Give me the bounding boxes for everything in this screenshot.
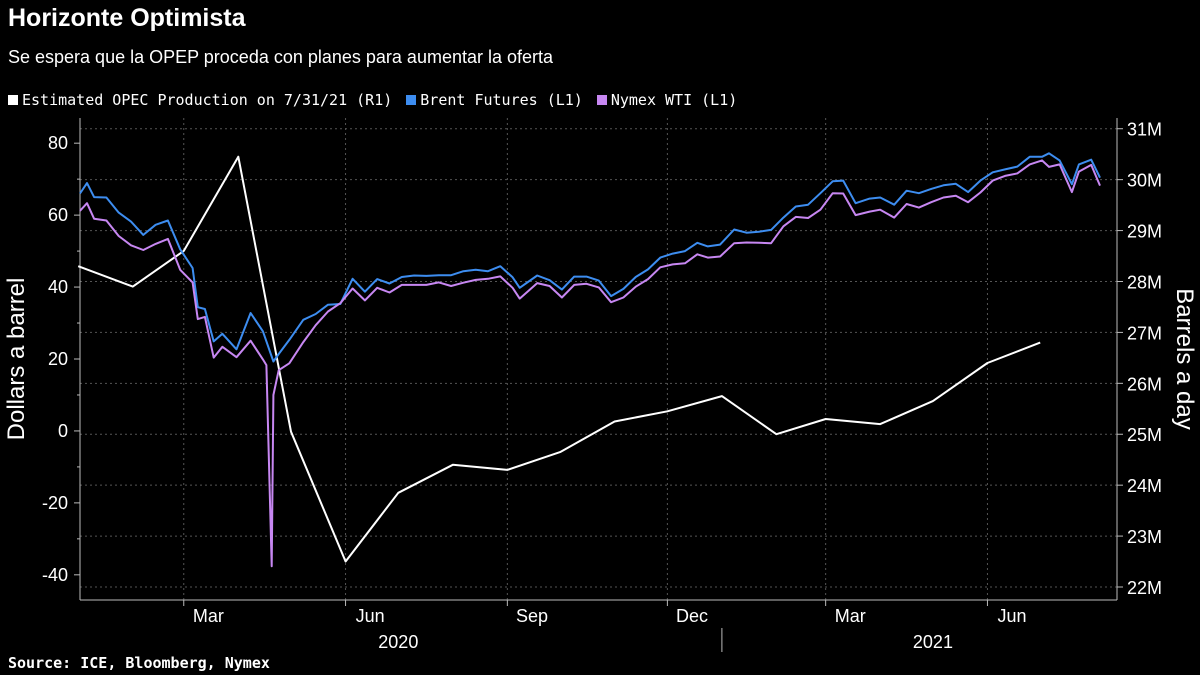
legend-item-wti: Nymex WTI (L1) <box>596 91 738 109</box>
left-tick-label: 80 <box>48 133 68 153</box>
right-axis-title: Barrels a day <box>1171 288 1198 429</box>
right-tick-label: 30M <box>1127 171 1162 191</box>
chart-title: Horizonte Optimista <box>8 4 246 32</box>
x-month-label: Mar <box>835 606 866 626</box>
opec-production-line <box>77 155 1041 563</box>
right-tick-label: 27M <box>1127 323 1162 343</box>
x-month-label: Mar <box>193 606 224 626</box>
legend-swatch-wti <box>596 95 607 105</box>
right-tick-label: 31M <box>1127 120 1162 140</box>
legend-label-opec: Estimated OPEC Production on 7/31/21 (R1… <box>22 91 393 109</box>
right-tick-label: 26M <box>1127 374 1162 394</box>
legend-swatch-opec <box>8 95 18 105</box>
legend-label-brent: Brent Futures (L1) <box>420 91 583 109</box>
legend-item-brent: Brent Futures (L1) <box>406 91 583 109</box>
right-tick-label: 24M <box>1127 476 1162 496</box>
legend-label-wti: Nymex WTI (L1) <box>610 91 738 109</box>
right-tick-label: 23M <box>1127 527 1162 547</box>
left-tick-label: 60 <box>48 205 68 225</box>
right-tick-label: 25M <box>1127 425 1162 445</box>
right-tick-label: 22M <box>1127 578 1162 598</box>
x-month-label: Jun <box>998 606 1027 626</box>
legend: Estimated OPEC Production on 7/31/21 (R1… <box>8 91 737 109</box>
x-month-label: Sep <box>516 606 548 626</box>
legend-swatch-brent <box>406 95 417 105</box>
left-tick-label: 40 <box>48 277 68 297</box>
left-axis-title: Dollars a barrel <box>3 278 30 441</box>
left-tick-label: 20 <box>48 349 68 369</box>
source-note: Source: ICE, Bloomberg, Nymex <box>8 654 270 672</box>
brent-futures-line <box>79 152 1101 363</box>
left-tick-label: -20 <box>42 493 68 513</box>
chart-subtitle: Se espera que la OPEP proceda con planes… <box>8 47 554 67</box>
x-year-label: 2020 <box>378 632 418 652</box>
left-tick-label: 0 <box>58 421 68 441</box>
legend-item-opec: Estimated OPEC Production on 7/31/21 (R1… <box>8 91 392 109</box>
right-tick-label: 29M <box>1127 222 1162 242</box>
x-month-label: Jun <box>356 606 385 626</box>
nymex-wti-line <box>79 159 1101 568</box>
right-tick-label: 28M <box>1127 272 1162 292</box>
x-month-label: Dec <box>676 606 708 626</box>
x-year-label: 2021 <box>913 632 953 652</box>
left-tick-label: -40 <box>42 565 68 585</box>
